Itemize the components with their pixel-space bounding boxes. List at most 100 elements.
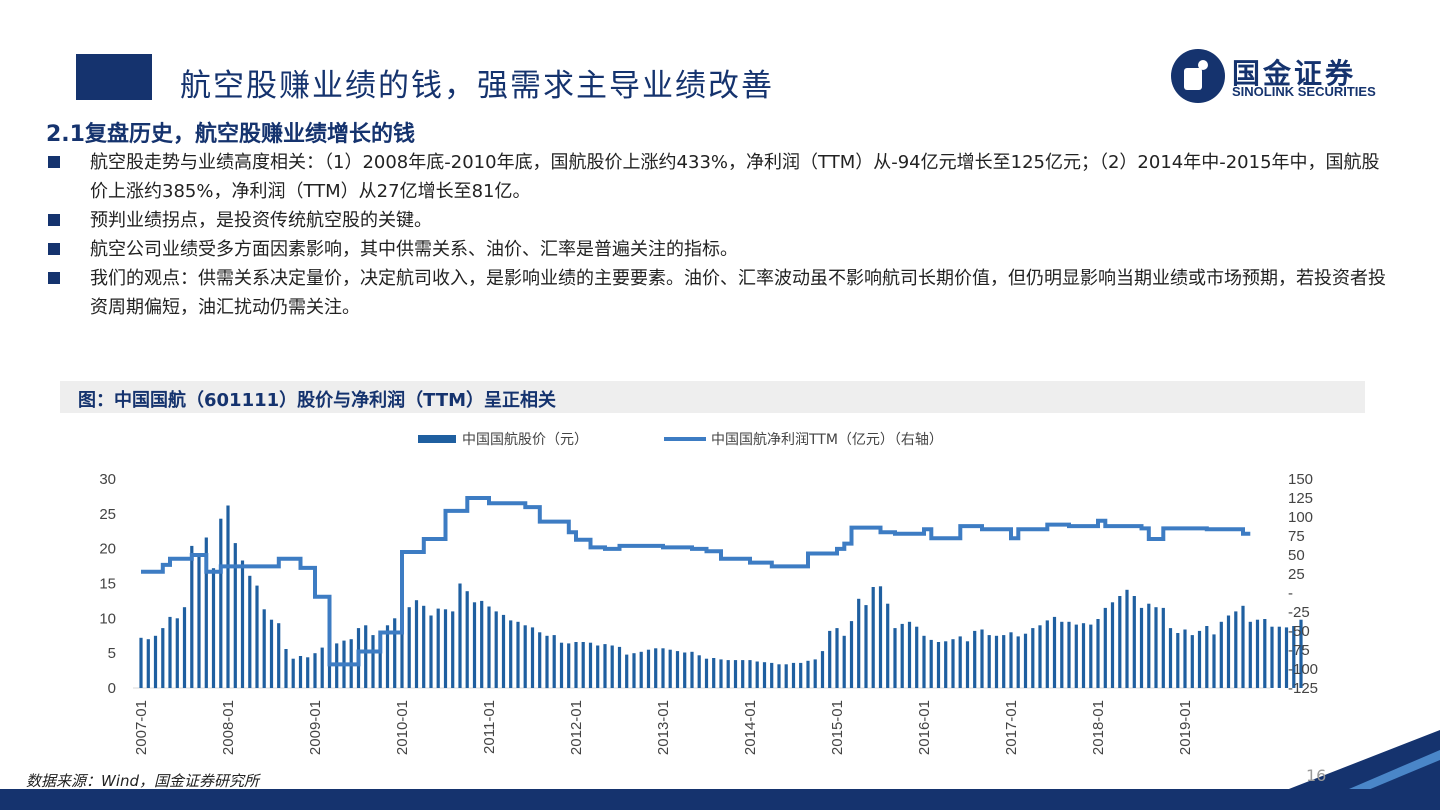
price-bar	[1212, 634, 1216, 688]
price-bar	[835, 628, 839, 688]
price-bar	[719, 659, 723, 688]
price-bar	[385, 625, 390, 688]
price-bar	[240, 560, 245, 688]
price-bar	[893, 628, 897, 688]
price-bar	[291, 658, 295, 688]
price-bar	[965, 641, 970, 688]
x-tick-label: 2010-01	[394, 700, 411, 755]
price-bar	[944, 641, 948, 688]
data-source: 数据来源：Wind，国金证券研究所	[26, 772, 260, 790]
price-bar	[559, 642, 564, 688]
title-accent-bar	[76, 54, 152, 100]
x-tick-label: 2019-01	[1177, 700, 1194, 755]
price-bar	[1103, 607, 1107, 688]
price-bar	[828, 630, 832, 688]
price-bar	[451, 611, 455, 688]
price-bar	[182, 607, 187, 688]
price-bar	[1219, 621, 1223, 688]
bullet-list: 航空股走势与业绩高度相关：（1）2008年底-2010年底，国航股价上涨约433…	[46, 148, 1386, 322]
price-bar	[733, 660, 738, 688]
price-bar	[871, 587, 875, 688]
price-bar	[799, 662, 803, 688]
price-bar	[712, 658, 716, 688]
price-bar	[378, 632, 382, 688]
price-bar	[777, 664, 781, 688]
price-bar	[907, 621, 912, 688]
price-bar	[248, 575, 252, 688]
bullet-text: 预判业绩拐点，是投资传统航空股的关键。	[90, 210, 432, 231]
x-tick-label: 2009-01	[307, 700, 324, 755]
price-bar	[1270, 626, 1274, 688]
x-tick-label: 2016-01	[916, 700, 933, 755]
price-bar	[1284, 627, 1289, 688]
price-bar	[436, 608, 440, 688]
price-bar	[371, 635, 375, 688]
legend-line-label: 中国国航净利润TTM（亿元）（右轴）	[711, 432, 943, 448]
price-bar	[936, 642, 941, 688]
price-bar	[994, 635, 999, 689]
price-bar	[1081, 623, 1086, 688]
price-bar	[654, 648, 658, 688]
price-bar	[617, 646, 622, 688]
x-tick-label: 2013-01	[655, 700, 672, 755]
price-bar	[820, 651, 825, 688]
price-bar	[574, 642, 578, 688]
price-bar	[915, 626, 919, 688]
price-bar	[364, 625, 368, 688]
bullet-square-icon	[48, 243, 60, 255]
y-left-tick-label: 0	[108, 680, 116, 697]
bullet-item: 我们的观点：供需关系决定量价，决定航司收入，是影响业绩的主要要素。油价、汇率波动…	[46, 264, 1386, 322]
y-right-tick-label: -50	[1288, 623, 1310, 640]
x-tick-label: 2015-01	[829, 700, 846, 755]
price-bar	[1052, 616, 1057, 688]
price-bar	[813, 659, 817, 688]
price-bar	[951, 639, 955, 688]
price-bar	[770, 662, 774, 688]
price-bar	[219, 518, 223, 688]
price-bar	[516, 621, 520, 688]
price-bar	[625, 654, 629, 688]
x-tick-label: 2018-01	[1090, 700, 1107, 755]
y-right-tick-label: 100	[1288, 509, 1313, 526]
price-bar	[146, 639, 150, 688]
price-bar	[1023, 633, 1028, 688]
price-bar	[1089, 624, 1093, 688]
page-number: 16	[1306, 766, 1327, 785]
y-right-tick-label: 125	[1288, 490, 1313, 507]
price-bar	[1118, 596, 1122, 688]
price-bar	[596, 645, 600, 688]
price-bar	[1031, 628, 1035, 688]
price-bar	[269, 619, 274, 688]
price-bar	[1299, 619, 1303, 688]
price-bar	[153, 635, 158, 689]
price-bar	[762, 662, 767, 688]
price-bar	[313, 653, 317, 688]
x-tick-label: 2011-01	[481, 700, 498, 754]
price-bar	[1045, 620, 1049, 688]
price-bars	[139, 505, 1303, 689]
chart-legend: 中国国航股价（元） 中国国航净利润TTM（亿元）（右轴）	[418, 432, 943, 448]
price-bar	[1074, 624, 1078, 688]
price-bar	[842, 635, 846, 689]
price-bar	[538, 632, 542, 688]
price-bar	[1168, 628, 1173, 688]
price-bar	[487, 606, 491, 688]
price-bar	[581, 642, 585, 688]
y-left-tick-label: 30	[99, 471, 116, 488]
price-bar	[683, 652, 687, 688]
price-bar	[211, 568, 216, 688]
price-bar	[197, 557, 201, 688]
price-bar	[523, 625, 527, 688]
price-bar	[1226, 615, 1231, 688]
price-bar	[806, 660, 810, 688]
price-bar	[284, 649, 288, 688]
price-bar	[465, 591, 469, 688]
price-bar	[900, 623, 904, 688]
price-bar	[1002, 635, 1006, 688]
section-heading: 2.1复盘历史，航空股赚业绩增长的钱	[46, 122, 415, 147]
price-bar	[168, 616, 172, 688]
price-bar	[393, 618, 397, 688]
y-right-tick-label: -100	[1288, 661, 1318, 678]
price-bar	[552, 635, 556, 688]
